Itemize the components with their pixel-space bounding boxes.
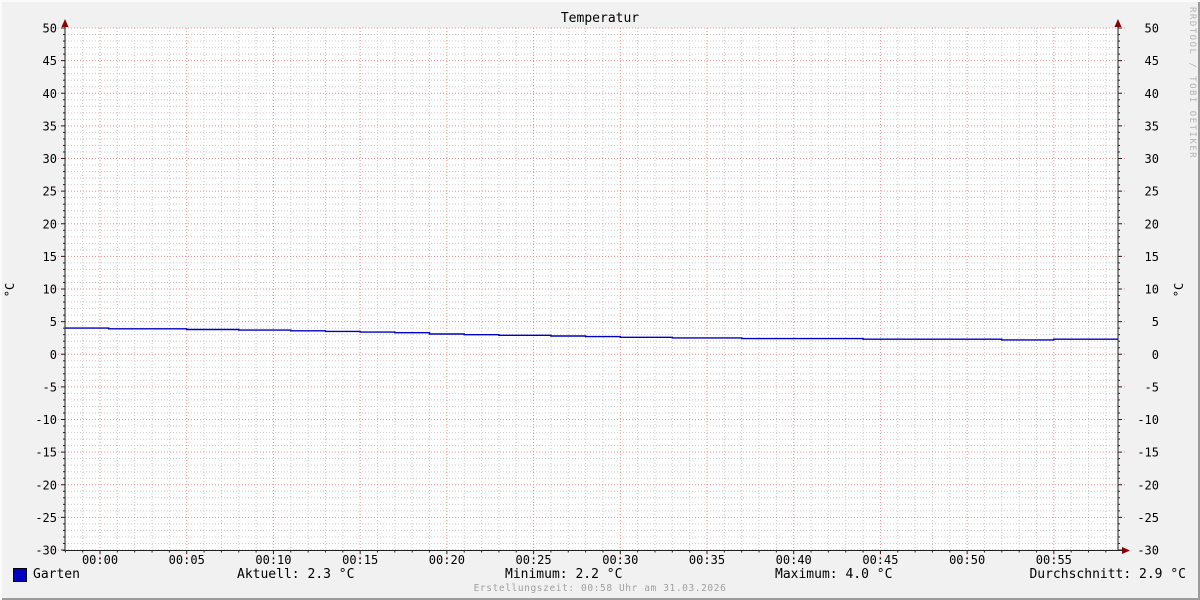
svg-text:00:50: 00:50 (949, 553, 985, 567)
y-axis-arrow-left (61, 19, 69, 27)
svg-text:00:20: 00:20 (429, 553, 465, 567)
y-axis-arrow-right (1114, 19, 1122, 27)
svg-text:20: 20 (43, 217, 57, 231)
svg-text:-10: -10 (1137, 413, 1159, 427)
svg-text:40: 40 (43, 87, 57, 101)
stat-average: Durchschnitt: 2.9 °C (1029, 567, 1186, 582)
series-line-garten (65, 327, 1118, 341)
svg-text:-15: -15 (1137, 446, 1159, 460)
grid-minor (64, 28, 1118, 550)
svg-text:30: 30 (43, 152, 57, 166)
x-tick-labels: 00:00 00:05 00:10 00:15 00:20 00:25 00:30 00:35… (82, 553, 1072, 567)
svg-text:-30: -30 (1137, 544, 1159, 558)
svg-text:00:45: 00:45 (862, 553, 898, 567)
svg-text:35: 35 (43, 119, 57, 133)
svg-text:00:10: 00:10 (255, 553, 291, 567)
svg-text:0: 0 (1152, 348, 1159, 362)
legend-swatch-garten (13, 568, 27, 582)
svg-text:-10: -10 (35, 413, 57, 427)
svg-text:5: 5 (1152, 315, 1159, 329)
svg-text:25: 25 (43, 185, 57, 199)
svg-text:-30: -30 (35, 544, 57, 558)
stat-maximum: Maximum: 4.0 °C (775, 567, 893, 582)
plot-canvas (65, 28, 1118, 550)
svg-text:15: 15 (1145, 250, 1159, 264)
svg-text:10: 10 (1145, 283, 1159, 297)
svg-text:00:15: 00:15 (342, 553, 378, 567)
svg-text:25: 25 (1145, 185, 1159, 199)
svg-text:10: 10 (43, 283, 57, 297)
svg-text:-25: -25 (1137, 511, 1159, 525)
svg-text:50: 50 (1145, 22, 1159, 36)
svg-text:-5: -5 (1145, 380, 1159, 394)
stat-minimum: Minimum: 2.2 °C (505, 567, 623, 582)
x-axis-arrow (1122, 547, 1130, 554)
svg-text:00:35: 00:35 (689, 553, 725, 567)
svg-text:0: 0 (50, 348, 57, 362)
svg-text:35: 35 (1145, 119, 1159, 133)
y-axis-unit-right: °C (1172, 282, 1186, 298)
rrdtool-watermark: RRDTOOL / TOBI OETIKER (1187, 7, 1197, 160)
svg-text:45: 45 (1145, 54, 1159, 68)
svg-text:-20: -20 (1137, 478, 1159, 492)
svg-text:-20: -20 (35, 478, 57, 492)
legend-label-garten: Garten (33, 567, 80, 582)
graph-title: Temperatur (560, 11, 640, 26)
svg-text:45: 45 (43, 54, 57, 68)
svg-text:15: 15 (43, 250, 57, 264)
svg-text:-5: -5 (43, 380, 57, 394)
footer-creation-time: Erstellungszeit: 00:58 Uhr am 31.03.2026 (473, 583, 727, 594)
svg-text:20: 20 (1145, 217, 1159, 231)
axis-arrows (61, 19, 1130, 554)
svg-text:-25: -25 (35, 511, 57, 525)
axes (63, 20, 1124, 551)
svg-text:30: 30 (1145, 152, 1159, 166)
svg-text:00:05: 00:05 (169, 553, 205, 567)
svg-text:00:55: 00:55 (1036, 553, 1072, 567)
svg-text:00:30: 00:30 (602, 553, 638, 567)
stat-current: Aktuell: 2.3 °C (237, 567, 355, 582)
legend-row: Garten Aktuell: 2.3 °C Minimum: 2.2 °C M… (0, 567, 1200, 582)
svg-text:50: 50 (43, 22, 57, 36)
svg-text:00:40: 00:40 (776, 553, 812, 567)
svg-text:00:00: 00:00 (82, 553, 118, 567)
svg-text:40: 40 (1145, 87, 1159, 101)
svg-text:5: 5 (50, 315, 57, 329)
svg-text:-15: -15 (35, 446, 57, 460)
svg-text:00:25: 00:25 (516, 553, 552, 567)
y-axis-unit-left: °C (3, 282, 17, 298)
